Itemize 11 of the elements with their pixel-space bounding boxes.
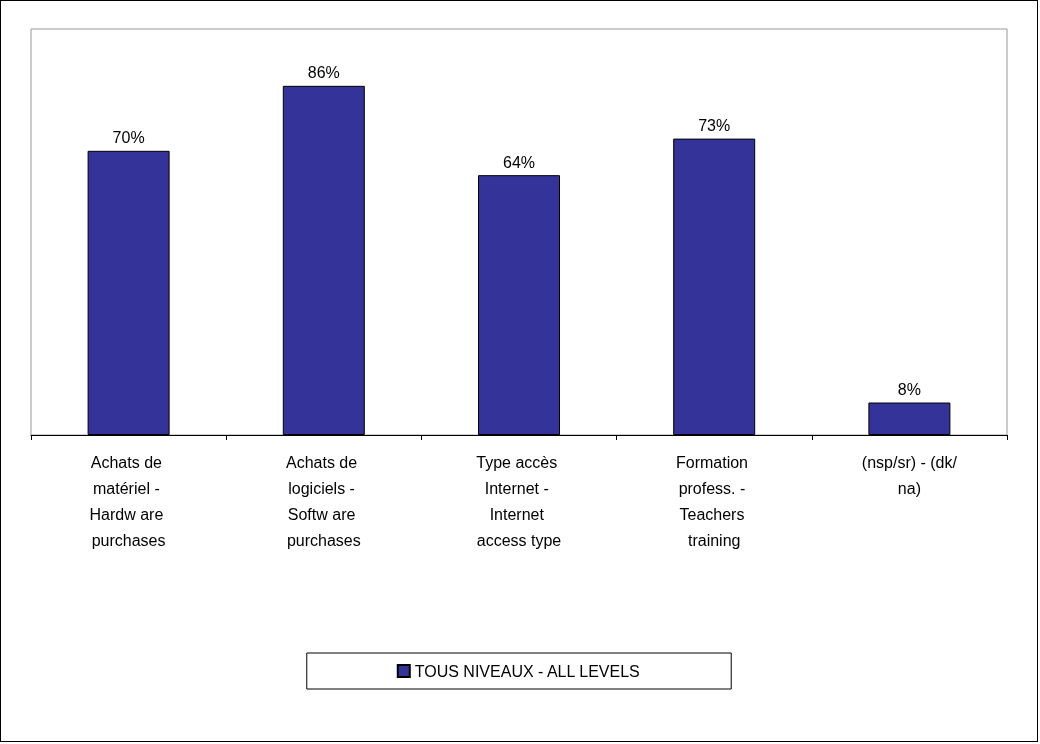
data-label: 86% bbox=[307, 64, 340, 82]
x-tick-label: (nsp/sr) - (dk/na) bbox=[861, 453, 958, 497]
legend-label: TOUS NIVEAUX - ALL LEVELS bbox=[414, 662, 640, 680]
x-tick-label: Achats de matériel - Hardw are purchases bbox=[89, 453, 168, 549]
x-tick-label: Achats de logiciels - Softw are purchases bbox=[286, 453, 362, 549]
data-label: 8% bbox=[897, 381, 921, 399]
data-label: 70% bbox=[112, 129, 145, 147]
x-tick-label: Type accès Internet - Internet access type bbox=[476, 453, 562, 549]
x-tick-label: Formation profess. - Teachers training bbox=[675, 453, 753, 549]
data-label: 64% bbox=[502, 153, 536, 171]
data-label: 73% bbox=[698, 117, 731, 135]
